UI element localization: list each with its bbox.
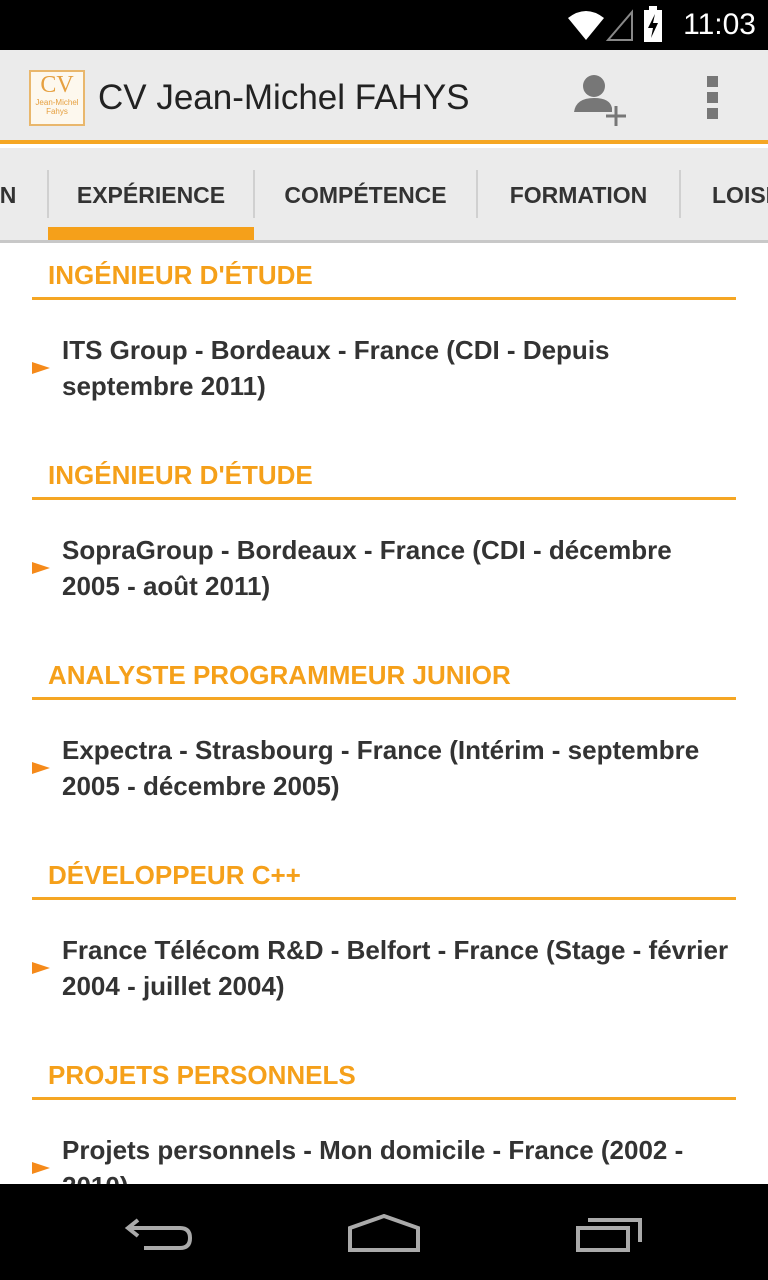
section-title: DÉVELOPPEUR C++ <box>32 860 736 900</box>
action-bar: CV Jean-Michel Fahys CV Jean-Michel FAHYS <box>0 50 768 144</box>
overflow-menu-icon[interactable] <box>700 76 724 122</box>
tab-divider <box>476 170 478 218</box>
section-title: ANALYSTE PROGRAMMEUR JUNIOR <box>32 660 736 700</box>
list-item[interactable]: SopraGroup - Bordeaux - France (CDI - dé… <box>32 532 736 604</box>
add-contact-icon[interactable] <box>572 70 628 126</box>
app-icon-logo: CV <box>40 72 74 98</box>
selected-tab-indicator <box>48 227 254 240</box>
experience-section: ANALYSTE PROGRAMMEUR JUNIOR Expectra - S… <box>32 660 736 804</box>
experience-section: DÉVELOPPEUR C++ France Télécom R&D - Bel… <box>32 860 736 1004</box>
list-item[interactable]: Expectra - Strasbourg - France (Intérim … <box>32 732 736 804</box>
tab-competence[interactable]: COMPÉTENCE <box>284 182 447 208</box>
clock: 11:03 <box>683 8 756 41</box>
tab-experience[interactable]: EXPÉRIENCE <box>76 182 226 208</box>
battery-icon <box>644 6 662 42</box>
item-text: ITS Group - Bordeaux - France (CDI - Dep… <box>62 335 610 401</box>
item-text: Expectra - Strasbourg - France (Intérim … <box>62 735 700 801</box>
bullet-arrow-icon <box>32 1162 50 1174</box>
experience-section: PROJETS PERSONNELS Projets personnels - … <box>32 1060 736 1184</box>
navigation-bar <box>0 1184 768 1280</box>
app-icon-caption: Jean-Michel Fahys <box>35 98 79 116</box>
bullet-arrow-icon <box>32 562 50 574</box>
bullet-arrow-icon <box>32 962 50 974</box>
section-title: PROJETS PERSONNELS <box>32 1060 736 1100</box>
tab-divider <box>47 170 49 218</box>
bullet-arrow-icon <box>32 362 50 374</box>
item-text: France Télécom R&D - Belfort - France (S… <box>62 935 729 1001</box>
tab-previous[interactable]: N <box>0 182 17 208</box>
app-icon[interactable]: CV Jean-Michel Fahys <box>29 70 85 126</box>
list-item[interactable]: ITS Group - Bordeaux - France (CDI - Dep… <box>32 332 736 404</box>
section-title: INGÉNIEUR D'ÉTUDE <box>32 260 736 300</box>
tab-formation[interactable]: FORMATION <box>509 182 648 208</box>
tab-loisirs[interactable]: LOISIRS <box>712 182 768 208</box>
item-text: SopraGroup - Bordeaux - France (CDI - dé… <box>62 535 672 601</box>
section-title: INGÉNIEUR D'ÉTUDE <box>32 460 736 500</box>
back-icon[interactable] <box>124 1214 196 1254</box>
wifi-signal-icon <box>568 9 633 41</box>
bullet-arrow-icon <box>32 762 50 774</box>
item-text: Projets personnels - Mon domicile - Fran… <box>62 1135 684 1184</box>
tab-divider <box>679 170 681 218</box>
experience-section: INGÉNIEUR D'ÉTUDE SopraGroup - Bordeaux … <box>32 460 736 604</box>
recent-apps-icon[interactable] <box>574 1214 646 1254</box>
status-bar: 11:03 <box>0 0 768 50</box>
tab-divider <box>253 170 255 218</box>
list-item[interactable]: France Télécom R&D - Belfort - France (S… <box>32 932 736 1004</box>
list-item[interactable]: Projets personnels - Mon domicile - Fran… <box>32 1132 736 1184</box>
tab-bar: N EXPÉRIENCE COMPÉTENCE FORMATION LOISIR… <box>0 148 768 243</box>
home-icon[interactable] <box>346 1214 422 1254</box>
app-title: CV Jean-Michel FAHYS <box>98 78 470 117</box>
experience-list[interactable]: INGÉNIEUR D'ÉTUDE ITS Group - Bordeaux -… <box>0 243 768 1184</box>
experience-section: INGÉNIEUR D'ÉTUDE ITS Group - Bordeaux -… <box>32 260 736 404</box>
